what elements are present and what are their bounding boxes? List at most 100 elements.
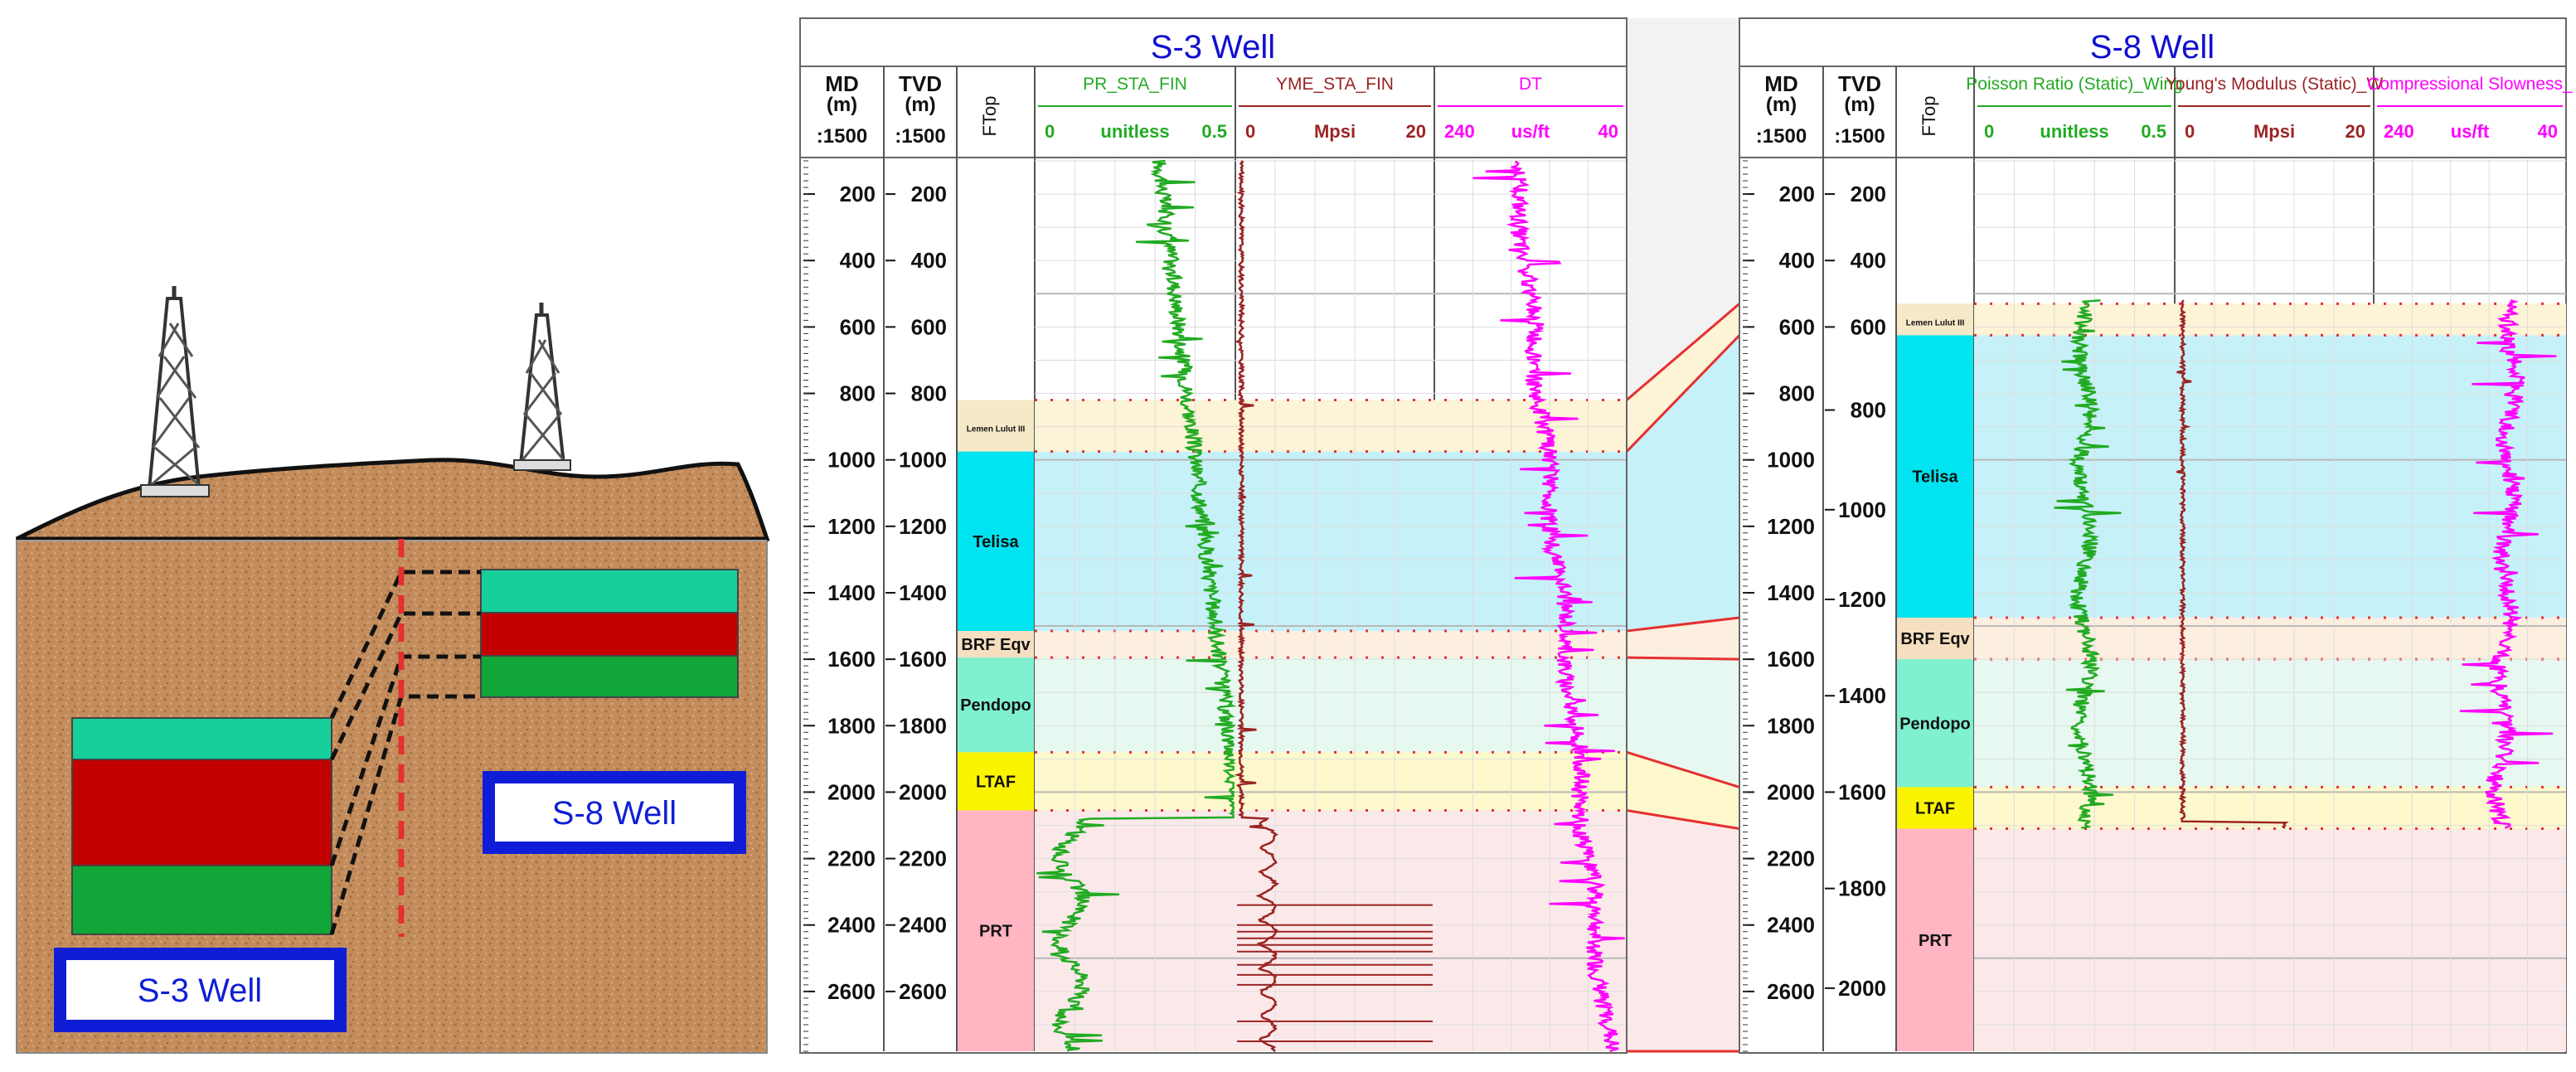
s8-formation-box (1897, 828, 1973, 1051)
s8-md-tick-label: 2600 (1767, 979, 1815, 1004)
s3-tvd-tick-label: 600 (911, 314, 947, 339)
gap-formation-band (1627, 752, 1739, 829)
s3-track-2-left: 0 (1245, 121, 1255, 142)
s3-track-3-name: DT (1519, 75, 1542, 94)
s8-md-scale: :1500 (1756, 125, 1807, 148)
s3-tvd-unit: (m) (905, 94, 935, 116)
s8-derrick-icon (513, 303, 571, 471)
s3-md-tick-label: 200 (840, 182, 876, 206)
gap-correlation-line (1626, 616, 1740, 633)
s3-track-3-left: 240 (1444, 121, 1475, 142)
s8-track-1-name: Poisson Ratio (Static)_Wing (1966, 75, 2182, 94)
ground-surface (15, 458, 770, 541)
s3-md-unit: (m) (827, 94, 857, 116)
s3-formation-box (958, 810, 1034, 1051)
s3-track-2-unit: Mpsi (1314, 121, 1356, 142)
s8-track-3-left: 240 (2384, 121, 2414, 142)
s8-tvd-tick-label: 1600 (1838, 779, 1886, 804)
s8-tvd-scale: :1500 (1834, 125, 1885, 148)
s3-formation-box (958, 451, 1034, 632)
gap-correlation-line (1626, 303, 1740, 401)
s3-tvd-tick-label: 2000 (899, 779, 947, 804)
s8-pr-curve (2054, 299, 2122, 829)
s3-formation-band (1035, 752, 1627, 811)
gap-formation-band (1627, 657, 1739, 788)
s8-track-1-unit: unitless (2040, 121, 2108, 142)
s8-formation-band (1974, 659, 2566, 788)
s8-track-2-unit: Mpsi (2253, 121, 2295, 142)
s8-tvd-tick-label: 1400 (1838, 683, 1886, 708)
s8-md-tick-label: 1400 (1767, 580, 1815, 605)
s8-tvd-header: TVD (1838, 71, 1881, 96)
s3-tvd-tick-label: 1800 (899, 713, 947, 738)
s3-track-3-unit: us/ft (1511, 121, 1550, 142)
correlation-gap (1625, 18, 1741, 1053)
s8-tvd-tick-label: 1200 (1838, 587, 1886, 612)
s3-md-header: MD (825, 71, 858, 96)
s3-track-3-right: 40 (1598, 121, 1618, 142)
s3-pr-curve (1036, 159, 1237, 1052)
s8-track-1-left: 0 (1984, 121, 1994, 142)
s3-md-tick-label: 1800 (827, 713, 876, 738)
gap-formation-band (1627, 810, 1739, 1051)
s8-formation-labels: Lemen Lulut III Telisa BRF Eqv Pendopo LTAF P… (1899, 318, 1971, 949)
s3-md-tick-label: 1200 (827, 514, 876, 539)
s3-track-2-name: YME_STA_FIN (1276, 75, 1394, 94)
s8-tvd-tick-label: 200 (1851, 182, 1886, 206)
s8-yme-curve (2176, 299, 2289, 829)
s3-tvd-tick-label: 200 (911, 182, 947, 206)
s3-tvd-tick-label: 400 (911, 248, 947, 273)
s3-formation-band (1035, 631, 1627, 658)
s3-track-1-left: 0 (1045, 121, 1055, 142)
gap-correlation-line (1626, 750, 1740, 788)
s8-tvd-tick-label: 400 (1851, 248, 1886, 273)
s3-tvd-scale: :1500 (895, 125, 945, 148)
s8-md-tick-label: 800 (1779, 381, 1815, 406)
s8-md-tick-label: 1000 (1767, 448, 1815, 473)
s3-tvd-tick-label: 1600 (899, 647, 947, 672)
s8-formation-label: BRF Eqv (1900, 630, 1970, 648)
s8-formation-band (1974, 303, 2566, 336)
s3-track-2-right: 20 (1406, 121, 1426, 142)
s8-md-tick-label: 2000 (1767, 779, 1815, 804)
s8-formation-box (1897, 303, 1973, 336)
s3-md-tick-label: 2200 (827, 846, 876, 871)
s8-md-header: MD (1764, 71, 1797, 96)
s8-md-tick-label: 1200 (1767, 514, 1815, 539)
s3-log-curves (1036, 159, 1625, 1053)
s3-derrick-icon (140, 286, 210, 497)
s8-md-tick-label: 1600 (1767, 647, 1815, 672)
s3-formation-band (1035, 810, 1627, 1051)
s8-log-panel: S-8 Well MD(m):1500TVD(m):1500FTopPoisso… (1739, 17, 2573, 1054)
s3-md-tick-label: 400 (840, 248, 876, 273)
s8-md-unit: (m) (1766, 94, 1797, 116)
s3-dt-curve (1472, 160, 1625, 1053)
s3-tvd-tick-label: 2400 (899, 913, 947, 938)
s8-tvd-tick-label: 2000 (1838, 976, 1886, 1001)
s8-md-tick-label: 400 (1779, 248, 1815, 273)
s3-md-tick-label: 1400 (827, 580, 876, 605)
s8-md-tick-label: 1800 (1767, 713, 1815, 738)
s8-formation-label: PRT (1919, 932, 1952, 950)
s8-track-3-unit: us/ft (2451, 121, 2490, 142)
s8-formation-box (1897, 335, 1973, 618)
s3-depth-ticks: 200 400 600 800 1000 1200 1400 1600 1800 2000 2200… (803, 160, 947, 1052)
s3-md-tick-label: 2000 (827, 779, 876, 804)
s3-formation-band (1035, 451, 1627, 632)
s3-formation-box (958, 657, 1034, 753)
s8-layer-block (480, 569, 739, 698)
s3-title: S-3 Well (1151, 29, 1275, 65)
gap-correlation-line (1625, 334, 1741, 453)
s3-formation-band (1035, 400, 1627, 452)
s3-formation-box (958, 400, 1034, 452)
s8-well-label: S-8 Well (483, 771, 746, 854)
s3-formation-label: Pendopo (960, 696, 1031, 715)
gap-correlation-line (1626, 656, 1740, 661)
s3-formation-label: PRT (979, 923, 1012, 941)
s8-formation-bands (1897, 302, 2566, 1051)
s3-tvd-header: TVD (899, 71, 942, 96)
s8-ftop-header: FTop (1919, 96, 1939, 137)
s8-depth-ticks: 200 400 600 800 1000 1200 1400 1600 1800 2000 2200… (1743, 160, 1886, 1052)
s3-tvd-tick-label: 1200 (899, 514, 947, 539)
s3-md-tick-label: 2400 (827, 913, 876, 938)
